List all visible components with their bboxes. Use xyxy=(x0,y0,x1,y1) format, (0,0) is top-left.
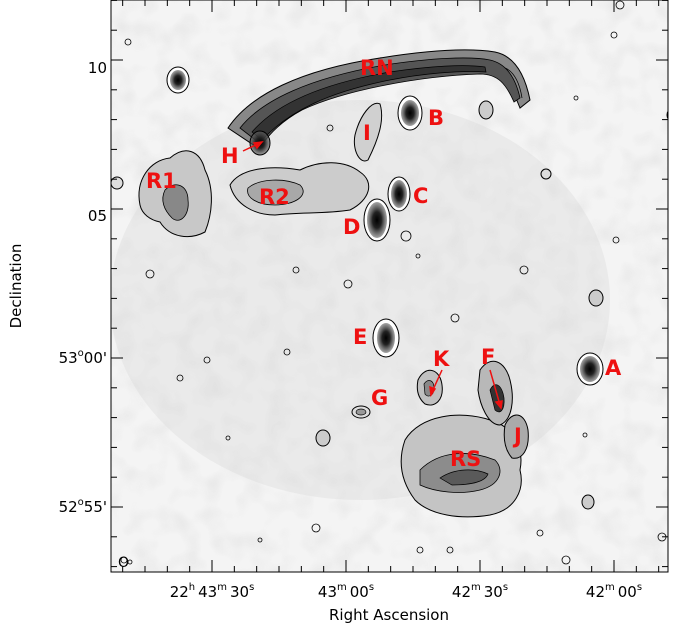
label-r1: R1 xyxy=(146,169,177,193)
y-tick-labels: 10 05 53o00' 52o55' xyxy=(59,59,107,516)
x-tick-label: 22h 43m 30s xyxy=(170,582,255,601)
label-c: C xyxy=(413,184,428,208)
label-g: G xyxy=(371,386,388,410)
label-rn: RN xyxy=(360,56,394,80)
source-labels: RN B I H R1 R2 C D E K F A G J RS xyxy=(146,56,622,471)
plot-frame xyxy=(110,0,669,573)
label-pointers xyxy=(242,141,503,410)
x-tick-label: 43m 00s xyxy=(318,582,374,601)
map-image xyxy=(111,0,668,572)
label-rs: RS xyxy=(450,447,481,471)
label-a: A xyxy=(605,356,622,380)
x-tick-label: 42m 00s xyxy=(586,582,642,601)
beam-symbol: O xyxy=(118,555,129,571)
x-axis-title: Right Ascension xyxy=(329,606,449,624)
label-i: I xyxy=(363,121,371,145)
y-tick-label: 05 xyxy=(88,207,107,225)
x-tick-label: 42m 30s xyxy=(452,582,508,601)
label-h: H xyxy=(221,144,239,168)
label-r2: R2 xyxy=(259,185,290,209)
label-f: F xyxy=(481,345,495,369)
y-tick-label: 53o00' xyxy=(59,348,107,367)
y-tick-label: 10 xyxy=(88,59,107,77)
x-tick-labels: 22h 43m 30s 43m 00s 42m 30s 42m 00s xyxy=(170,582,642,601)
label-d: D xyxy=(343,215,360,239)
y-axis-title: Declination xyxy=(7,244,25,329)
label-k: K xyxy=(433,347,450,371)
label-e: E xyxy=(353,325,367,349)
axis-ticks xyxy=(111,0,668,572)
y-tick-label: 52o55' xyxy=(59,497,107,516)
label-j: J xyxy=(512,424,522,448)
label-b: B xyxy=(428,106,444,130)
